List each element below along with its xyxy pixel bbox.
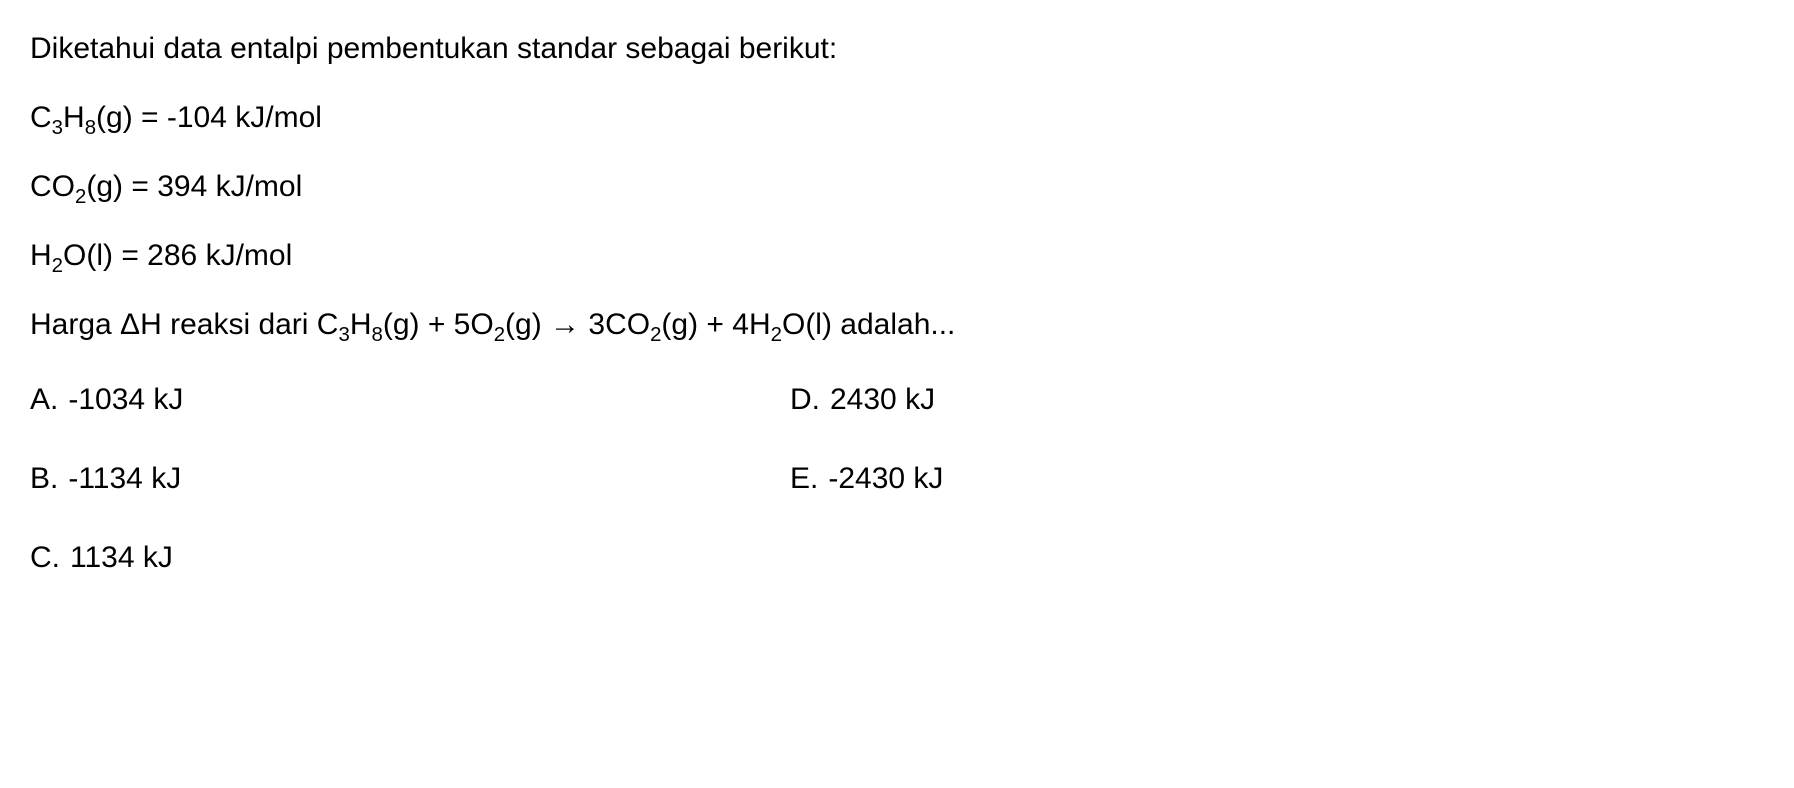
formula-text: H [63, 101, 85, 134]
formula-text: O(l) = 286 kJ/mol [63, 239, 292, 272]
option-text: 2430 kJ [830, 371, 935, 428]
option-text: -1034 kJ [68, 371, 183, 428]
subscript: 8 [371, 324, 382, 346]
formula-text: (g) = -104 kJ/mol [96, 101, 322, 134]
option-c[interactable]: C. 1134 kJ [30, 529, 790, 586]
option-text: 1134 kJ [70, 529, 173, 586]
question-intro: Diketahui data entalpi pembentukan stand… [30, 20, 1764, 77]
option-e[interactable]: E. -2430 kJ [790, 450, 1764, 507]
subscript: 2 [771, 324, 782, 346]
option-label: D. [790, 371, 820, 428]
subscript: 2 [650, 324, 661, 346]
formula-co2: CO2(g) = 394 kJ/mol [30, 158, 1764, 215]
subscript: 2 [52, 255, 63, 277]
formula-text: (g) = 394 kJ/mol [86, 170, 302, 203]
subscript: 3 [52, 117, 63, 139]
prompt-text: (g) + 5O [383, 308, 494, 341]
subscript: 8 [85, 117, 96, 139]
options-grid: A. -1034 kJ D. 2430 kJ B. -1134 kJ E. -2… [30, 371, 1764, 586]
option-label: A. [30, 371, 58, 428]
formula-h2o: H2O(l) = 286 kJ/mol [30, 227, 1764, 284]
formula-text: CO [30, 170, 75, 203]
prompt-text: O(l) adalah... [782, 308, 955, 341]
question-prompt: Harga ΔH reaksi dari C3H8(g) + 5O2(g) → … [30, 296, 1764, 353]
prompt-text: (g) + 4H [661, 308, 770, 341]
prompt-text: Harga ΔH reaksi dari C [30, 308, 338, 341]
formula-c3h8: C3H8(g) = -104 kJ/mol [30, 89, 1764, 146]
option-a[interactable]: A. -1034 kJ [30, 371, 790, 428]
option-text: -2430 kJ [828, 450, 943, 507]
option-d[interactable]: D. 2430 kJ [790, 371, 1764, 428]
option-label: C. [30, 529, 60, 586]
formula-text: C [30, 101, 52, 134]
prompt-text: H [350, 308, 372, 341]
option-label: B. [30, 450, 58, 507]
option-text: -1134 kJ [68, 450, 181, 507]
option-label: E. [790, 450, 818, 507]
prompt-text: (g) → 3CO [505, 308, 650, 341]
subscript: 2 [75, 186, 86, 208]
option-b[interactable]: B. -1134 kJ [30, 450, 790, 507]
formula-text: H [30, 239, 52, 272]
subscript: 2 [494, 324, 505, 346]
subscript: 3 [338, 324, 349, 346]
